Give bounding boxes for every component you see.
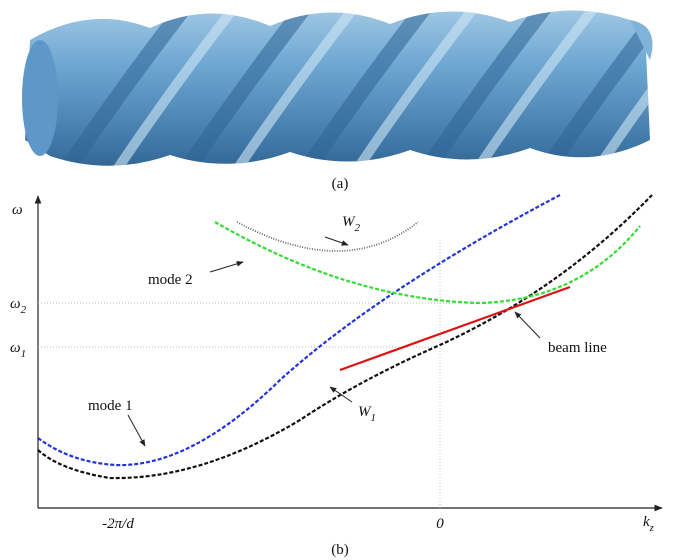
caption: (b) (331, 542, 349, 558)
axes (34, 195, 663, 512)
curve-label: mode 2 (148, 272, 193, 288)
y-tick-label: ω2 (10, 296, 27, 316)
curve-label: beam line (548, 340, 607, 356)
x-axis-label: kz (643, 514, 655, 534)
pointers (127, 236, 541, 447)
curves (37, 194, 653, 480)
curve-label: W1 (358, 404, 376, 424)
curve-label: W2 (342, 214, 361, 234)
x-tick-label: -2π/d (102, 516, 134, 532)
y-tick-label: ω1 (10, 340, 26, 360)
caption: (a) (332, 176, 349, 192)
helix-waveguide (22, 10, 653, 166)
y-axis-label: ω (12, 202, 23, 218)
x-tick-label: 0 (436, 516, 444, 532)
guides (38, 240, 470, 508)
curve-label: mode 1 (88, 398, 133, 414)
